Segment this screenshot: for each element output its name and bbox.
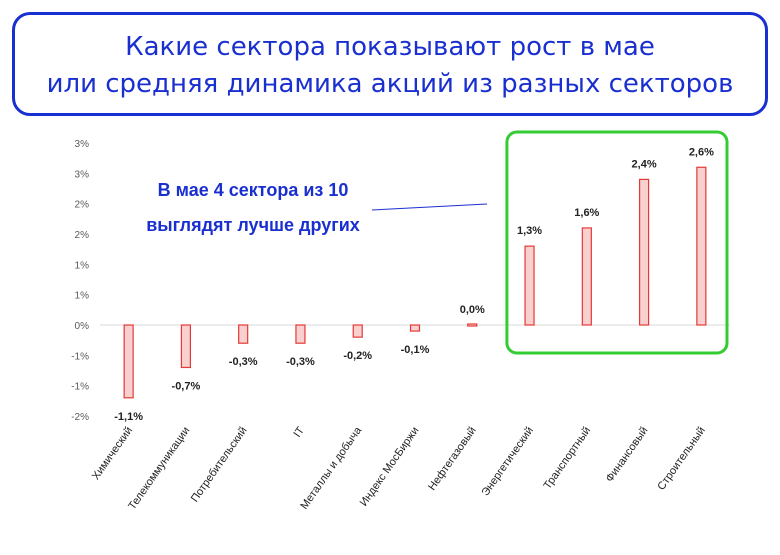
- y-tick-label: 2%: [75, 200, 90, 211]
- y-tick-label: 1%: [75, 260, 90, 271]
- category-label: Телекоммуникации: [126, 425, 192, 512]
- data-label: 0,0%: [460, 304, 485, 316]
- category-label: IT: [291, 425, 307, 440]
- title-line-2: или средняя динамика акций из разных сек…: [46, 69, 734, 99]
- data-labels-group: -1,1% -0,7% -0,3% -0,3% -0,2% -0,1% 0,0% 1,3% 1,…: [114, 146, 714, 423]
- y-tick-label: 3%: [75, 169, 90, 180]
- y-tick-label: 0%: [75, 321, 90, 332]
- data-label: -0,2%: [343, 350, 372, 362]
- data-label: -0,1%: [401, 344, 430, 356]
- data-label: -0,3%: [229, 356, 258, 368]
- category-label: Металлы и добыча: [298, 424, 364, 512]
- y-tick-label: 3%: [75, 139, 90, 150]
- data-label: -1,1%: [114, 411, 143, 423]
- y-tick-label: 2%: [75, 230, 90, 241]
- category-label: Индекс МосБиржи: [358, 425, 422, 509]
- y-tick-label: -1%: [71, 351, 89, 362]
- bar: [409, 324, 421, 332]
- bar: [696, 166, 707, 326]
- bar: [581, 227, 592, 326]
- bar: [638, 178, 650, 326]
- bar: [295, 324, 306, 344]
- data-label: 1,6%: [574, 207, 599, 219]
- category-label: Энергетический: [479, 425, 536, 499]
- title-box: Какие сектора показывают рост в мае или …: [12, 12, 768, 116]
- y-tick-label: -2%: [71, 412, 89, 423]
- category-label: Нефтегазовый: [426, 425, 479, 493]
- annotation-line-1: В мае 4 сектора из 10: [158, 180, 349, 200]
- bar: [467, 323, 478, 327]
- y-tick-label: -1%: [71, 382, 89, 393]
- bar: [123, 324, 134, 399]
- annotation-leader-line: [371, 203, 488, 211]
- data-label: -0,7%: [172, 380, 201, 392]
- bar: [524, 245, 535, 326]
- category-label: Потребительский: [189, 425, 250, 505]
- category-label: Химический: [90, 425, 135, 482]
- data-label: -0,3%: [286, 356, 315, 368]
- data-label: 2,6%: [689, 146, 714, 158]
- y-tick-label: 1%: [75, 291, 90, 302]
- highlight-box: [505, 130, 729, 355]
- bar: [180, 324, 192, 369]
- bar: [352, 324, 363, 338]
- data-label: 2,4%: [632, 158, 657, 170]
- data-label: 1,3%: [517, 225, 542, 237]
- category-labels-group: ХимическийТелекоммуникацииПотребительски…: [90, 424, 708, 512]
- y-axis-ticks: 3% 3% 2% 2% 1% 1% 0% -1% -1% -2%: [71, 139, 89, 423]
- title-line-1: Какие сектора показывают рост в мае: [125, 32, 655, 62]
- bars-group: [123, 166, 707, 399]
- category-label: Строительный: [655, 425, 707, 493]
- category-label: Транспортный: [542, 425, 594, 492]
- annotation-line-2: выглядят лучше других: [146, 215, 360, 235]
- category-label: Финансовый: [604, 425, 651, 485]
- bar: [238, 324, 249, 344]
